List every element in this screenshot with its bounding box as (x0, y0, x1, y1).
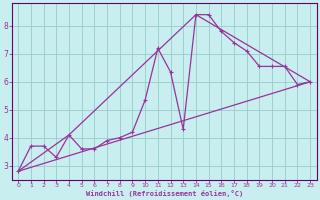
X-axis label: Windchill (Refroidissement éolien,°C): Windchill (Refroidissement éolien,°C) (85, 190, 243, 197)
